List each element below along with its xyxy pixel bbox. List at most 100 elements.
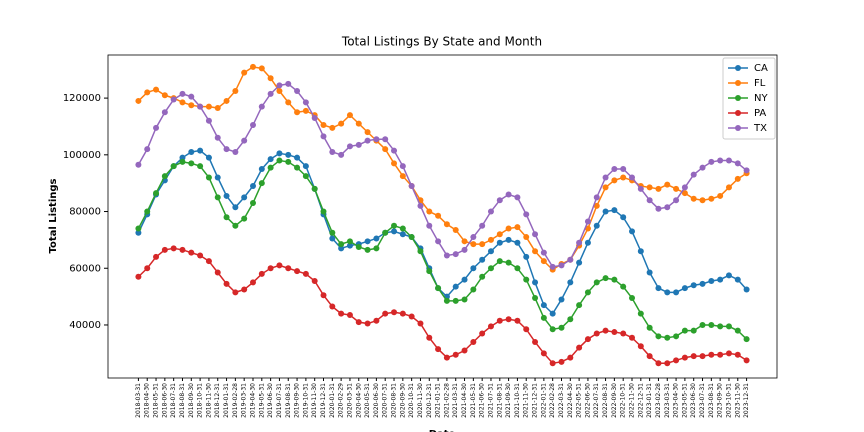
point [646,184,653,191]
point [567,256,574,263]
point [708,158,715,165]
point [241,286,248,293]
point [664,360,671,367]
point [629,295,636,302]
plot-frame [107,54,778,379]
point [214,134,221,141]
point [699,321,706,328]
point [646,197,653,204]
point [135,225,142,232]
y-tick-label: 80000 [69,207,101,218]
legend-label: PA [754,108,766,119]
point [179,246,186,253]
x-tick-label: 2020-07-31 [382,383,389,418]
x-tick-label: 2022-10-31 [620,383,627,418]
point [620,166,627,172]
x-tick-label: 2021-07-31 [487,383,494,418]
x-tick-label: 2023-09-30 [717,383,724,418]
x-tick-label: 2020-12-31 [426,383,433,418]
point [197,163,204,170]
point [267,156,274,163]
point [197,147,204,154]
point [302,173,309,180]
point [205,174,212,181]
point [223,192,230,199]
x-tick-label: 2021-11-30 [523,383,530,418]
point [179,90,186,97]
y-axis-label: Total Listings [48,178,59,253]
point [611,166,618,172]
point [144,208,151,215]
point [681,190,688,197]
point [391,228,398,235]
point [725,350,732,357]
point [690,171,697,178]
point [470,338,477,345]
point [576,259,583,266]
point [708,278,715,285]
x-tick-label: 2018-05-31 [153,383,160,418]
point [470,265,477,272]
point [505,191,512,198]
x-tick-label: 2023-06-30 [690,383,697,418]
x-tick-label: 2020-04-30 [355,383,362,418]
series-line [137,83,748,268]
point [452,283,459,290]
point [346,312,353,319]
x-tick-label: 2021-12-31 [532,383,539,418]
x-tick-label: 2022-05-31 [576,383,583,418]
point [470,286,477,293]
point [382,229,389,236]
point [320,292,327,299]
x-tick-label: 2022-08-31 [602,383,609,418]
point [690,195,697,202]
point [461,347,468,354]
point [470,241,477,248]
x-tick-label: 2021-10-31 [514,383,521,418]
point [311,185,318,192]
x-tick-label: 2018-11-30 [205,383,212,418]
point [214,194,221,201]
point [505,225,512,232]
point [373,317,380,324]
point [505,259,512,266]
x-tick-label: 2019-08-31 [285,383,292,418]
point [391,222,398,229]
legend-label: TX [753,123,767,134]
point [734,175,741,182]
point [637,185,644,192]
point [391,160,398,167]
point [725,157,732,164]
point [558,358,565,365]
point [408,183,415,190]
point [717,192,724,199]
point [708,351,715,358]
point [355,243,362,250]
point [188,249,195,256]
point [241,137,248,144]
point [443,297,450,304]
point [584,225,591,232]
point [487,248,494,255]
point [567,354,574,361]
point [232,204,239,211]
point [302,99,309,106]
point [338,120,345,127]
legend-marker [735,125,741,131]
series-line [137,159,748,340]
point [664,289,671,296]
point [514,224,521,231]
point [708,195,715,202]
point [576,239,583,246]
point [153,253,160,260]
point [355,141,362,148]
point [188,148,195,155]
point [584,218,591,225]
point [294,88,301,95]
y-tick-label: 120000 [63,93,101,104]
point [346,238,353,245]
point [232,289,239,296]
point [294,268,301,275]
point [681,327,688,334]
point [664,334,671,341]
